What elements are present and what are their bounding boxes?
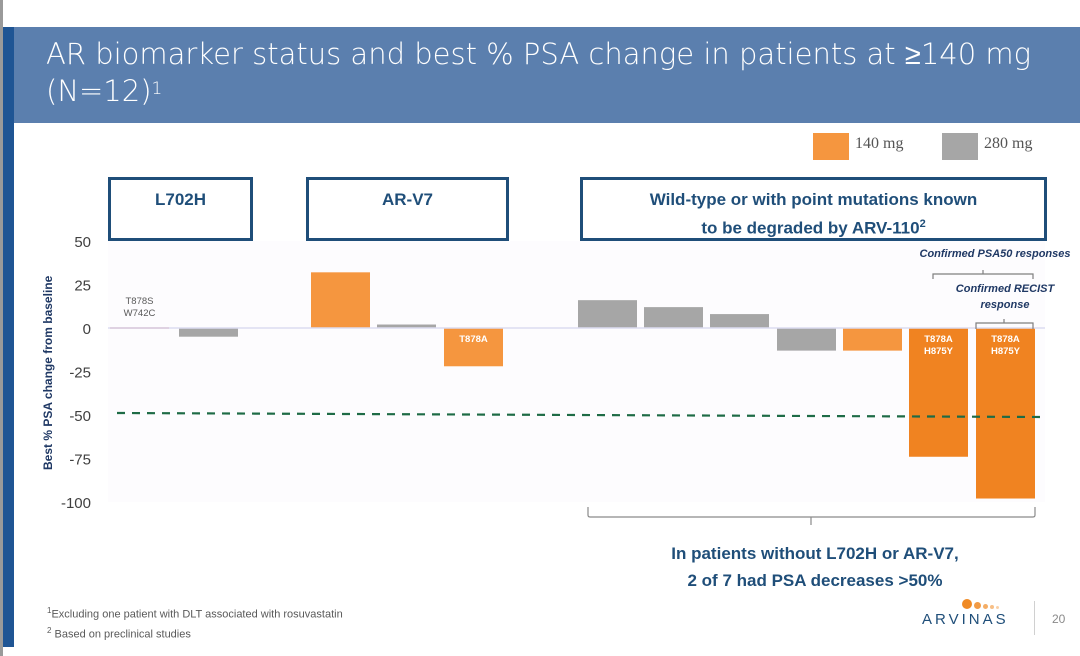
category-box-wild-type: Wild-type or with point mutations known …: [580, 177, 1047, 241]
footnote-1-marker: 1: [47, 606, 52, 615]
bar-6: [578, 300, 637, 328]
logo-dot-icon: [983, 604, 988, 609]
category-box-ar-v7: AR-V7: [306, 177, 509, 241]
bar-7: [644, 307, 703, 328]
bar-3: [311, 272, 370, 328]
page-divider: [1034, 601, 1035, 635]
bar-12: [976, 328, 1035, 499]
y-tick-label: 25: [74, 278, 91, 295]
slide-left-edge: [0, 0, 3, 656]
annotation-recist-line1: Confirmed RECIST: [955, 283, 1055, 295]
bar-8: [710, 314, 769, 328]
category-label-ar-v7: AR-V7: [381, 190, 433, 209]
bar-2: [179, 328, 238, 337]
slide-title-line1: AR biomarker status and best % PSA chang…: [46, 37, 1032, 71]
bar-label: T878A: [991, 334, 1020, 345]
logo-text: ARVINAS: [922, 611, 1009, 628]
slide-accent-bar: [3, 27, 14, 647]
bar-label: T878S: [126, 296, 154, 307]
bar-10: [843, 328, 902, 351]
y-tick-label: -75: [69, 452, 91, 469]
category-label-wild-type-line2: to be degraded by ARV-110: [701, 218, 920, 238]
summary-bracket: [587, 507, 1036, 525]
bar-label: W742C: [124, 308, 156, 319]
recist-bracket: [975, 319, 1034, 329]
summary-callout: In patients without L702H or AR-V7, 2 of…: [590, 540, 1040, 594]
annotation-psa50: Confirmed PSA50 responses: [919, 248, 1071, 260]
logo-dot-icon: [996, 606, 999, 609]
legend-swatch-280mg: [942, 133, 978, 160]
title-footnote-marker: 1: [151, 79, 163, 99]
y-tick-label: -100: [61, 495, 91, 512]
bar-11: [909, 328, 968, 457]
legend-label-140mg: 140 mg: [855, 134, 904, 152]
slide-title: AR biomarker status and best % PSA chang…: [46, 36, 1066, 110]
logo-dot-icon: [990, 605, 994, 609]
category-label-l702h: L702H: [154, 190, 207, 209]
footnote-1: 1Excluding one patient with DLT associat…: [47, 603, 343, 623]
legend-item-140mg: 140 mg: [813, 133, 903, 160]
legend-item-280mg: 280 mg: [942, 133, 1032, 160]
bar-label: H875Y: [924, 346, 954, 357]
bar-label: T878A: [459, 334, 488, 345]
bar-label: H875Y: [991, 346, 1021, 357]
y-axis-label: Best % PSA change from baseline: [41, 275, 55, 470]
legend-swatch-140mg: [813, 133, 849, 160]
bar-4: [377, 324, 436, 328]
y-tick-label: 50: [74, 234, 91, 251]
footnote-1-text: Excluding one patient with DLT associate…: [51, 608, 343, 621]
category-box-l702h: L702H: [108, 177, 253, 241]
arvinas-logo: ARVINAS: [922, 597, 1022, 629]
y-tick-label: 0: [83, 321, 91, 338]
bar-label: T878A: [924, 334, 953, 345]
bar-9: [777, 328, 836, 351]
category-label-wild-type-line1: Wild-type or with point mutations known: [649, 190, 978, 209]
y-tick-label: -50: [69, 408, 91, 425]
footnote-2: 2 Based on preclinical studies: [47, 623, 343, 643]
annotation-recist: Confirmed RECIST response: [940, 281, 1070, 313]
summary-line2: 2 of 7 had PSA decreases >50%: [687, 571, 943, 590]
logo-dot-icon: [974, 602, 981, 609]
logo-dot-icon: [962, 599, 972, 609]
legend-label-280mg: 280 mg: [984, 134, 1033, 152]
slide-title-line2: (N=12): [46, 74, 152, 108]
page-number: 20: [1052, 612, 1066, 626]
annotation-recist-line2: response: [980, 299, 1030, 311]
bar-5: [444, 328, 503, 367]
category-footnote-marker: 2: [919, 218, 926, 230]
psa50-bracket: [932, 270, 1034, 279]
plot-area: [108, 241, 1045, 502]
y-tick-label: -25: [69, 365, 91, 382]
footnote-2-text: Based on preclinical studies: [51, 628, 191, 641]
summary-line1: In patients without L702H or AR-V7,: [671, 544, 959, 563]
footnotes: 1Excluding one patient with DLT associat…: [47, 603, 343, 642]
footnote-2-marker: 2: [47, 625, 52, 635]
threshold-line-minus-50: [116, 411, 1044, 419]
title-band: [14, 27, 1080, 123]
